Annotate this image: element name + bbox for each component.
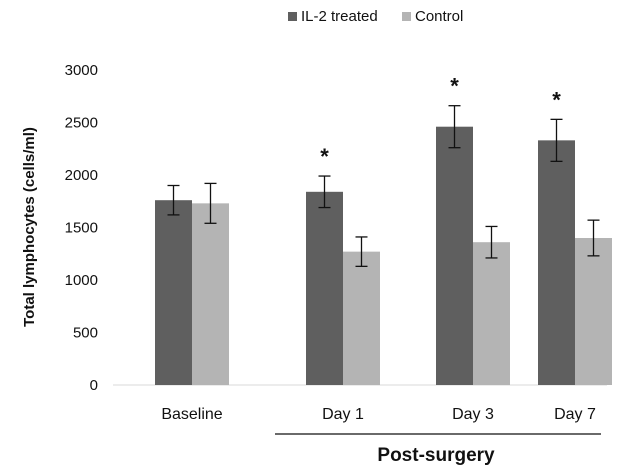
error-bars [167, 105, 600, 268]
bar-control [192, 203, 229, 385]
bar-control [575, 238, 612, 385]
bar-control [343, 251, 380, 385]
y-tick-label: 2500 [65, 115, 98, 132]
y-axis-ticks: 0 500 1000 1500 2000 2500 3000 [65, 62, 98, 394]
y-tick-label: 3000 [65, 62, 98, 79]
category-label: Day 7 [554, 406, 596, 423]
bar-il2 [436, 126, 473, 385]
legend-swatch-control [402, 12, 411, 21]
bar-il2 [155, 200, 192, 385]
bar-il2 [306, 191, 343, 385]
post-surgery-label: Post-surgery [377, 445, 495, 465]
category-label: Day 1 [322, 406, 364, 423]
significance-star: * [320, 144, 329, 169]
y-tick-label: 1000 [65, 272, 98, 289]
bars [155, 126, 612, 385]
y-tick-label: 2000 [65, 167, 98, 184]
category-label: Day 3 [452, 406, 494, 423]
legend: IL-2 treated Control [288, 8, 463, 25]
category-labels: Baseline Day 1 Day 3 Day 7 [161, 406, 596, 423]
y-tick-label: 500 [73, 325, 98, 342]
legend-label: IL-2 treated [301, 8, 378, 25]
bar-control [473, 242, 510, 385]
y-axis-label: Total lymphocytes (cells/ml) [21, 127, 38, 327]
significance-star: * [552, 87, 561, 112]
significance-star: * [450, 74, 459, 99]
bar-il2 [538, 140, 575, 385]
legend-swatch-il2 [288, 12, 297, 21]
y-tick-label: 0 [90, 377, 98, 394]
y-tick-label: 1500 [65, 220, 98, 237]
category-label: Baseline [161, 406, 222, 423]
significance-markers: * * * [320, 74, 561, 169]
legend-label: Control [415, 8, 463, 25]
